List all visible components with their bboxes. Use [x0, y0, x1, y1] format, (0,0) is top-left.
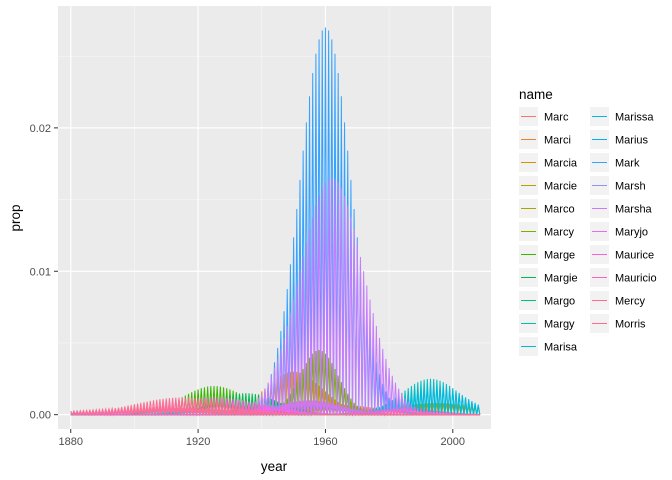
x-tick-label: 2000: [441, 436, 465, 448]
legend-label-marci: Marci: [544, 135, 571, 147]
legend-label-marisa: Marisa: [544, 342, 578, 354]
legend-label-marius: Marius: [615, 135, 649, 147]
legend-label-morris: Morris: [615, 319, 646, 331]
legend-title: name: [519, 87, 553, 102]
legend-label-marsh: Marsh: [615, 181, 646, 193]
series-lines: [70, 27, 481, 417]
legend-label-marge: Marge: [544, 250, 575, 262]
legend-label-marsha: Marsha: [615, 204, 653, 216]
series-line-morris: [70, 397, 480, 417]
x-tick-label: 1880: [58, 436, 82, 448]
x-axis-title: year: [261, 459, 288, 474]
legend-label-maryjo: Maryjo: [615, 227, 648, 239]
legend-label-mercy: Mercy: [615, 296, 645, 308]
legend: name Marc Marci Marcia Marcie Marco Marcy Marg…: [519, 87, 657, 356]
y-tick-label: 0.02: [30, 123, 51, 135]
legend-label-marcy: Marcy: [544, 227, 574, 239]
y-tick-label: 0.01: [30, 266, 51, 278]
y-axis-title: prop: [8, 204, 23, 231]
legend-label-marcie: Marcie: [544, 181, 577, 193]
legend-label-mark: Mark: [615, 158, 640, 170]
legend-label-margy: Margy: [544, 319, 575, 331]
panel-background: [58, 6, 491, 429]
legend-label-mauricio: Mauricio: [615, 273, 657, 285]
legend-label-margo: Margo: [544, 296, 575, 308]
x-axis: 1880 1920 1960 2000: [58, 429, 465, 448]
legend-label-marco: Marco: [544, 204, 575, 216]
x-tick-label: 1920: [186, 436, 210, 448]
y-tick-label: 0.00: [30, 410, 51, 422]
x-tick-label: 1960: [313, 436, 337, 448]
legend-label-marc: Marc: [544, 112, 569, 124]
legend-label-marissa: Marissa: [615, 112, 654, 124]
legend-label-maurice: Maurice: [615, 250, 654, 262]
legend-label-margie: Margie: [544, 273, 578, 285]
legend-label-marcia: Marcia: [544, 158, 578, 170]
y-axis: 0.00 0.01 0.02: [30, 123, 58, 422]
